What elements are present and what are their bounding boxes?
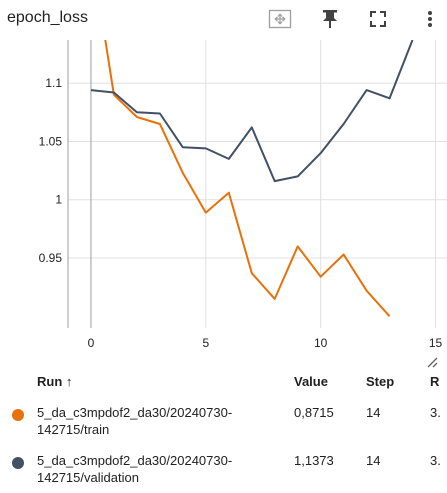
x-tick-label: 15 <box>429 336 443 350</box>
loss-chart[interactable]: 0.95 1 1.05 1.1 0 5 10 15 <box>0 40 447 370</box>
y-tick-label: 1 <box>55 193 62 207</box>
y-tick-label: 0.95 <box>39 251 63 265</box>
chart-series <box>90 40 414 317</box>
series-color-dot <box>12 409 24 421</box>
x-tick-label: 0 <box>88 336 95 350</box>
run-name: 5_da_c3mpdof2_da30/20240730-142715/train <box>37 405 233 437</box>
fullscreen-icon <box>370 11 386 27</box>
run-value: 0,8715 <box>294 405 334 420</box>
column-header-value[interactable]: Value <box>294 374 328 389</box>
table-row: 5_da_c3mpdof2_da30/20240730-142715/train… <box>0 404 447 440</box>
series-line-train <box>104 40 391 317</box>
run-relative: 3. <box>430 405 441 420</box>
run-step: 14 <box>366 405 381 420</box>
more-options-button[interactable] <box>418 6 442 32</box>
column-header-step[interactable]: Step <box>366 374 395 389</box>
x-tick-label: 5 <box>202 336 209 350</box>
column-header-run[interactable]: Run ↑ <box>37 374 73 389</box>
card-title: epoch_loss <box>7 9 88 26</box>
more-vert-icon <box>428 11 432 27</box>
y-tick-label: 1.1 <box>45 76 62 90</box>
fullscreen-button[interactable] <box>364 6 392 32</box>
run-value: 1,1373 <box>294 453 334 468</box>
run-name: 5_da_c3mpdof2_da30/20240730-142715/valid… <box>37 453 233 485</box>
x-tick-label: 10 <box>314 336 328 350</box>
series-line-validation <box>90 40 414 183</box>
y-tick-label: 1.05 <box>39 134 63 148</box>
run-step: 14 <box>366 453 381 468</box>
chart-grid <box>68 40 447 328</box>
pin-icon <box>323 10 337 28</box>
column-header-relative[interactable]: R <box>430 374 440 389</box>
fit-domain-icon <box>268 9 292 29</box>
chart-tick-labels: 0.95 1 1.05 1.1 0 5 10 15 <box>39 76 443 350</box>
table-row: 5_da_c3mpdof2_da30/20240730-142715/valid… <box>0 452 447 488</box>
chart-axes <box>67 40 92 328</box>
resize-handle-icon[interactable] <box>425 355 439 369</box>
run-relative: 3. <box>430 453 441 468</box>
pin-button[interactable] <box>316 6 344 32</box>
fit-domain-button[interactable] <box>266 6 294 32</box>
series-color-dot <box>12 457 24 469</box>
